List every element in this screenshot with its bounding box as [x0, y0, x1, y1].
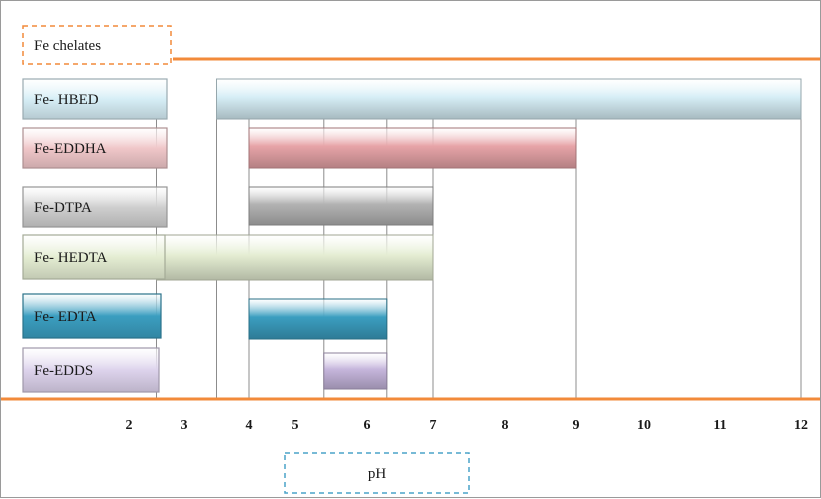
category-label-box [22, 347, 160, 393]
category-label: Fe- HBED [34, 92, 99, 108]
x-tick-label: 4 [246, 418, 253, 433]
category-label: Fe-EDDS [34, 363, 93, 379]
x-tick-label: 2 [126, 418, 133, 433]
category-label-box [22, 234, 166, 280]
category-label: Fe- HEDTA [34, 250, 108, 266]
chart-title: Fe chelates [34, 38, 101, 54]
x-tick-label: 9 [573, 418, 580, 433]
x-tick-label: 3 [181, 418, 188, 433]
title-box [22, 25, 172, 65]
x-tick-label: 7 [430, 418, 437, 433]
range-bar [323, 352, 388, 390]
x-axis-label-box [284, 452, 470, 494]
x-tick-label: 5 [292, 418, 299, 433]
category-label-box [22, 127, 168, 169]
range-bar [156, 234, 434, 281]
x-tick-label: 11 [713, 418, 726, 433]
x-tick-label: 10 [637, 418, 651, 433]
range-bar [216, 78, 802, 120]
category-label-box [22, 293, 162, 339]
category-label-box [22, 186, 168, 228]
category-label: Fe-EDDHA [34, 141, 107, 157]
category-label: Fe-DTPA [34, 200, 92, 216]
x-axis-label: pH [368, 466, 387, 482]
x-tick-label: 12 [794, 418, 808, 433]
range-bar [248, 127, 577, 169]
x-tick-label: 6 [364, 418, 371, 433]
range-bar [248, 186, 434, 226]
category-label-box [22, 78, 168, 120]
category-label: Fe- EDTA [34, 309, 97, 325]
x-tick-label: 8 [502, 418, 509, 433]
range-bar [248, 298, 388, 340]
